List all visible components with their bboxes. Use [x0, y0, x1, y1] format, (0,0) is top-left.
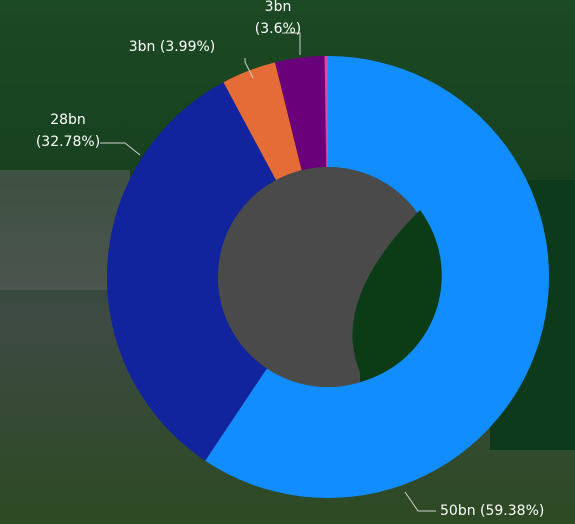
data-label: 3bn	[265, 0, 292, 15]
leader-line	[100, 142, 141, 156]
data-label: (32.78%)	[36, 134, 100, 150]
donut-slice	[205, 56, 549, 498]
leader-line	[244, 58, 254, 79]
data-label: 50bn (59.38%)	[440, 503, 544, 519]
data-label: 28bn	[50, 112, 86, 128]
leader-line	[282, 32, 301, 55]
data-label: 3bn (3.99%)	[129, 39, 216, 55]
data-label: (3.6%)	[255, 21, 302, 37]
donut-slice	[223, 62, 302, 181]
leader-line	[404, 491, 436, 512]
donut-slice	[106, 82, 276, 461]
donut-slice	[275, 56, 327, 171]
background-shape	[352, 210, 442, 382]
donut-slice	[324, 56, 328, 168]
